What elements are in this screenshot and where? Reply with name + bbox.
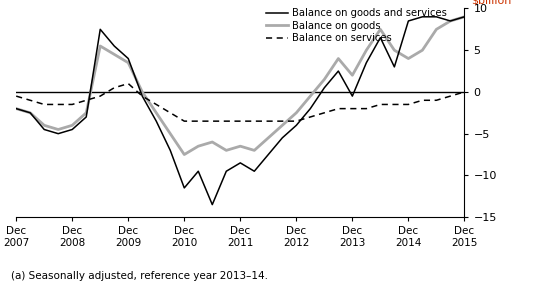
Legend: Balance on goods and services, Balance on goods, Balance on services: Balance on goods and services, Balance o… — [262, 4, 451, 47]
Text: (a) Seasonally adjusted, reference year 2013–14.: (a) Seasonally adjusted, reference year … — [11, 271, 268, 281]
Text: $billion: $billion — [471, 0, 512, 6]
